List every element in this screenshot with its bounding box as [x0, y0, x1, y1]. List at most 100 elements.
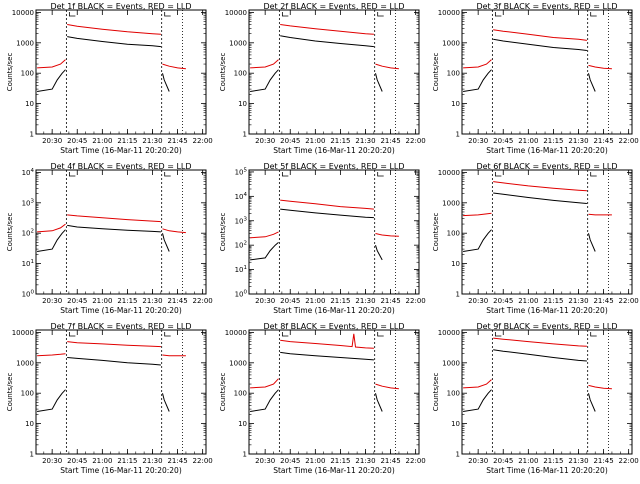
y-tick-label: 104: [22, 168, 35, 177]
lld-series-line: [162, 354, 186, 357]
y-tick-label: 10: [238, 100, 247, 108]
y-tick-label: 10000: [225, 329, 247, 337]
chart-panel-6: Det 6f BLACK = Events, RED = LLD 1 10 100 10…: [432, 162, 639, 315]
y-tick-label: 100: [22, 290, 35, 299]
x-tick-label: 21:15: [117, 297, 137, 305]
x-tick-label: 21:30: [568, 137, 588, 145]
x-tick-label: 21:45: [593, 457, 613, 465]
chart-panel-1: Det 1f BLACK = Events, RED = LLD 1 10 100 10…: [6, 2, 213, 155]
chart-panel-7: Det 7f BLACK = Events, RED = LLD 1 10 100 10…: [6, 322, 213, 475]
x-axis-label: Start Time (16-Mar-11 20:20:20): [273, 466, 395, 475]
plot-frame: [35, 169, 207, 295]
events-series-line: [280, 35, 374, 48]
corner-bracket: [68, 12, 76, 17]
x-tick-label: 21:15: [117, 137, 137, 145]
x-tick-label: 21:45: [380, 137, 400, 145]
lld-series-line: [67, 341, 161, 348]
y-tick-label: 1: [456, 451, 460, 459]
chart-title: Det 9f BLACK = Events, RED = LLD: [476, 322, 617, 331]
chart-title: Det 8f BLACK = Events, RED = LLD: [263, 322, 404, 331]
y-tick-label: 100: [21, 70, 34, 78]
events-series-line: [375, 73, 383, 92]
x-tick-label: 21:45: [380, 297, 400, 305]
y-tick-label: 1000: [442, 199, 460, 207]
x-axis-label: Start Time (16-Mar-11 20:20:20): [273, 146, 395, 155]
corner-bracket: [494, 172, 502, 177]
x-tick-label: 21:00: [92, 137, 112, 145]
x-tick-label: 21:30: [355, 457, 375, 465]
x-tick-label: 20:45: [493, 137, 513, 145]
y-tick-label: 10000: [438, 9, 460, 17]
y-tick-label: 100: [234, 390, 247, 398]
events-series-line: [493, 38, 587, 51]
x-tick-label: 20:45: [493, 457, 513, 465]
x-axis-label: Start Time (16-Mar-11 20:20:20): [486, 146, 608, 155]
x-tick-label: 20:30: [255, 457, 275, 465]
x-tick-label: 21:30: [142, 297, 162, 305]
x-tick-label: 22:00: [406, 137, 426, 145]
corner-bracket: [590, 332, 597, 337]
x-tick-label: 21:00: [518, 457, 538, 465]
y-tick-label: 102: [22, 229, 34, 238]
y-tick-label: 100: [447, 230, 460, 238]
x-tick-label: 21:30: [568, 457, 588, 465]
y-tick-label: 10000: [12, 9, 34, 17]
y-tick-label: 1: [243, 451, 247, 459]
events-series-line: [588, 73, 596, 92]
y-tick-label: 103: [22, 198, 35, 207]
x-tick-label: 21:45: [593, 137, 613, 145]
y-axis-label: Counts/sec: [432, 53, 440, 92]
corner-bracket: [164, 172, 171, 177]
lld-series-line: [588, 64, 612, 70]
y-tick-label: 1000: [229, 359, 247, 367]
corner-bracket: [68, 172, 76, 177]
chart-panel-4: Det 4f BLACK = Events, RED = LLD 100 101 10…: [6, 162, 213, 315]
chart-title: Det 7f BLACK = Events, RED = LLD: [50, 322, 191, 331]
y-tick-label: 101: [22, 259, 34, 268]
corner-bracket: [68, 332, 76, 337]
x-tick-label: 20:45: [67, 137, 87, 145]
y-tick-label: 105: [235, 167, 248, 176]
y-axis-label: Counts/sec: [6, 373, 14, 412]
lld-series-line: [37, 59, 66, 69]
events-series-line: [463, 389, 492, 412]
lld-series-line: [250, 59, 279, 69]
y-tick-label: 10: [25, 100, 34, 108]
x-tick-label: 22:00: [619, 297, 639, 305]
x-tick-label: 20:30: [255, 137, 275, 145]
y-tick-label: 10: [25, 420, 34, 428]
y-tick-label: 1: [243, 131, 247, 139]
y-tick-label: 10000: [438, 169, 460, 177]
x-tick-label: 20:30: [468, 297, 488, 305]
y-tick-label: 100: [21, 390, 34, 398]
x-tick-label: 21:00: [305, 137, 325, 145]
y-tick-label: 100: [447, 390, 460, 398]
plot-frame: [248, 169, 420, 295]
x-tick-label: 21:30: [355, 297, 375, 305]
y-tick-label: 10: [451, 260, 460, 268]
x-tick-label: 20:30: [42, 137, 62, 145]
lld-series-line: [67, 214, 161, 223]
x-tick-label: 21:00: [305, 457, 325, 465]
y-axis-label: Counts/sec: [219, 213, 227, 252]
x-tick-label: 20:30: [468, 457, 488, 465]
y-tick-label: 102: [235, 241, 247, 250]
chart-panel-2: Det 2f BLACK = Events, RED = LLD 1 10 100 10…: [219, 2, 426, 155]
chart-title: Det 4f BLACK = Events, RED = LLD: [50, 162, 191, 171]
plot-frame: [248, 9, 420, 135]
lld-series-line: [37, 353, 66, 357]
events-series-line: [162, 73, 170, 92]
corner-bracket: [164, 12, 171, 17]
x-tick-label: 22:00: [193, 457, 213, 465]
events-series-line: [250, 389, 279, 412]
x-tick-label: 21:45: [167, 297, 187, 305]
lld-series-line: [588, 213, 612, 216]
corner-bracket: [281, 12, 289, 17]
events-series-line: [162, 393, 170, 412]
x-axis-label: Start Time (16-Mar-11 20:20:20): [486, 306, 608, 315]
y-tick-label: 1000: [442, 359, 460, 367]
x-tick-label: 21:15: [330, 297, 350, 305]
x-tick-label: 20:30: [42, 297, 62, 305]
